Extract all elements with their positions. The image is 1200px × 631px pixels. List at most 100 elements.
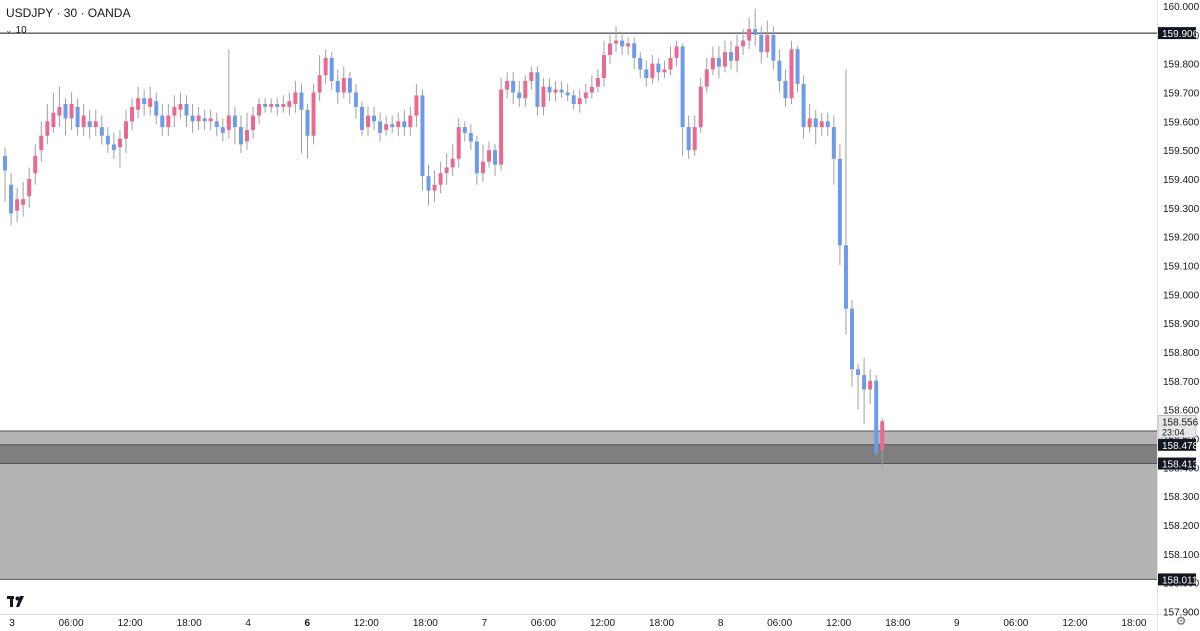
time-tick-label: 06:00 — [531, 618, 556, 629]
price-label-box — [1158, 438, 1196, 451]
candle-up — [577, 98, 582, 105]
price-tick-label: 157.900 — [1163, 607, 1200, 618]
candle-up — [608, 43, 612, 56]
candle-up — [487, 150, 491, 162]
candle-down — [142, 98, 147, 105]
candle-down — [686, 127, 691, 151]
tradingview-logo-icon[interactable] — [7, 595, 27, 613]
price-tick-label: 158.700 — [1163, 377, 1200, 388]
price-tick-label: 159.500 — [1163, 146, 1200, 157]
candle-up — [117, 138, 122, 148]
price-label-text: 158.011 — [1162, 575, 1198, 586]
gear-icon[interactable]: ⚙ — [1175, 614, 1187, 628]
price-tick-label: 158.600 — [1163, 406, 1200, 417]
time-tick-label: 6 — [304, 618, 310, 629]
candle-up — [789, 49, 794, 99]
candle-down — [87, 121, 92, 128]
chevron-down-icon[interactable]: ⌄ — [5, 25, 13, 35]
time-tick-label: 18:00 — [1121, 618, 1146, 629]
candle-up — [384, 124, 389, 130]
candle-down — [305, 109, 310, 136]
candle-up — [480, 161, 485, 174]
zone-dark — [0, 444, 1157, 464]
candle-layer — [3, 8, 885, 471]
candle-up — [650, 63, 655, 79]
candle-down — [462, 127, 467, 133]
candle-up — [323, 57, 328, 76]
time-tick-label: 06:00 — [767, 618, 792, 629]
candle-up — [499, 89, 504, 165]
candle-down — [154, 101, 159, 116]
price-label-text: 158.413 — [1162, 460, 1199, 471]
candle-down — [335, 80, 340, 93]
price-tick-label: 158.100 — [1163, 550, 1200, 561]
candle-up — [396, 121, 401, 128]
price-tick-label: 159.400 — [1163, 175, 1200, 186]
candle-up — [93, 121, 98, 128]
candle-down — [850, 308, 854, 370]
candle-up — [432, 184, 437, 191]
candle-down — [813, 118, 818, 128]
candle-down — [63, 104, 68, 119]
candle-up — [456, 127, 461, 159]
candle-down — [111, 144, 116, 151]
candle-down — [783, 80, 788, 99]
candle-up — [226, 115, 231, 130]
candle-down — [632, 43, 637, 58]
price-axis[interactable]: 160.000159.900159.800159.700159.600159.5… — [1163, 2, 1200, 618]
candle-up — [245, 129, 249, 142]
candle-up — [747, 29, 752, 41]
candle-down — [843, 245, 848, 309]
candle-up — [51, 112, 56, 128]
candle-up — [583, 92, 588, 99]
candle-up — [130, 106, 135, 122]
candle-up — [741, 40, 746, 47]
time-tick-label: 06:00 — [1003, 618, 1028, 629]
candle-down — [571, 95, 576, 105]
time-tick-label: 18:00 — [177, 618, 202, 629]
candle-down — [493, 150, 498, 165]
candle-up — [178, 104, 183, 110]
price-tick-label: 159.200 — [1163, 233, 1200, 244]
time-tick-label: 12:00 — [118, 618, 143, 629]
candle-down — [777, 60, 782, 81]
candle-up — [136, 98, 141, 110]
candle-down — [75, 106, 80, 128]
symbol-title: USDJPY · 30 · OANDA — [6, 6, 131, 20]
price-tick-label: 159.100 — [1163, 261, 1200, 272]
candle-up — [450, 158, 455, 168]
time-tick-label: 8 — [718, 618, 724, 629]
candle-down — [517, 92, 522, 99]
candle-up — [614, 40, 619, 44]
price-label-text: 158.478 — [1162, 441, 1199, 452]
price-tick-label: 159.700 — [1163, 88, 1200, 99]
candle-down — [837, 158, 842, 246]
candle-down — [559, 89, 564, 93]
candle-down — [238, 127, 243, 145]
time-tick-label: 18:00 — [885, 618, 910, 629]
candle-up — [807, 118, 812, 128]
candle-down — [644, 69, 649, 79]
candle-up — [408, 115, 413, 128]
candle-down — [474, 141, 479, 174]
indicator-legend[interactable]: ⌄ 10 — [5, 25, 27, 36]
candle-down — [372, 115, 377, 122]
candle-down — [353, 92, 358, 107]
candle-up — [172, 106, 177, 116]
price-label-box — [1158, 573, 1196, 586]
candle-up — [311, 92, 316, 136]
time-tick-label: 18:00 — [649, 618, 674, 629]
candle-up — [196, 115, 201, 122]
time-axis[interactable]: 3 06:00 12:00 18:00 4 6 12:00 18:00 7 06:00 12:00 1… — [9, 618, 1147, 629]
candle-up — [281, 104, 286, 107]
candle-up — [662, 69, 667, 73]
candle-down — [9, 184, 14, 214]
candle-up — [166, 115, 171, 128]
candle-up — [735, 46, 740, 61]
candle-up — [505, 80, 510, 90]
candle-down — [753, 29, 758, 35]
candle-down — [825, 121, 830, 128]
candle-down — [263, 104, 268, 107]
